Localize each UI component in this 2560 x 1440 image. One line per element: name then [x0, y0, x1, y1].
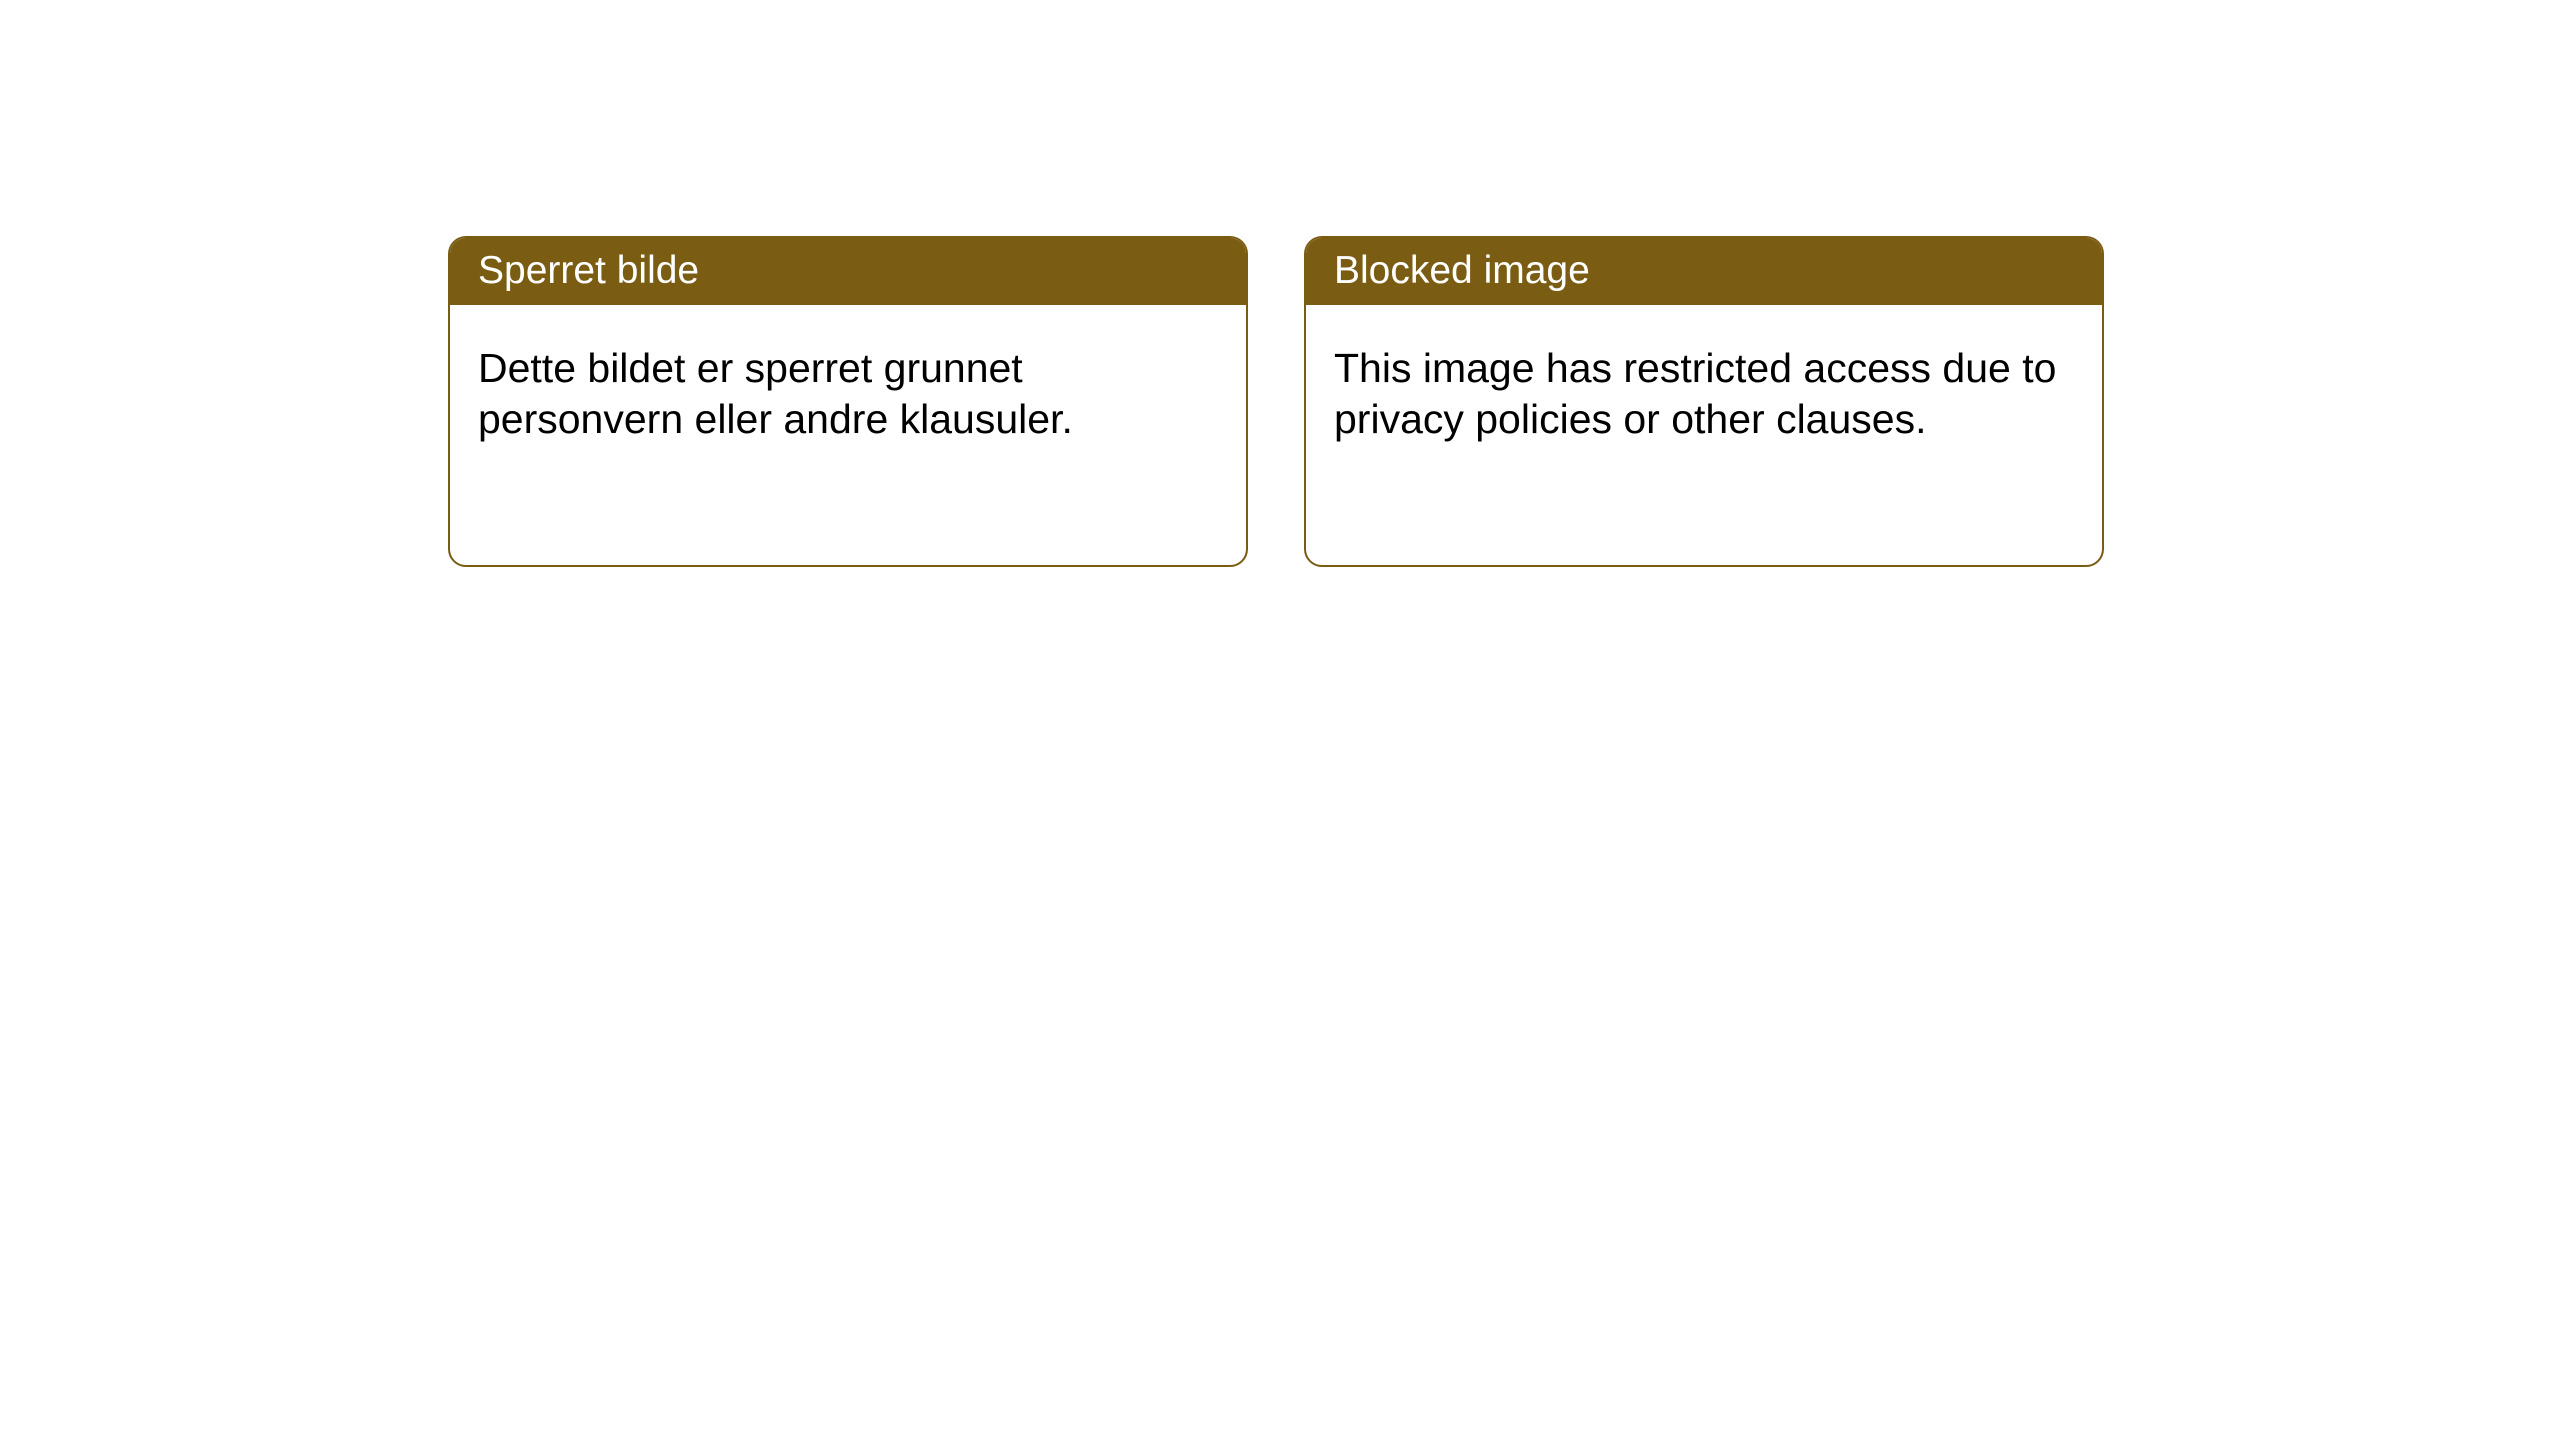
- message-card-container: Sperret bilde Dette bildet er sperret gr…: [448, 236, 2104, 567]
- card-body: This image has restricted access due to …: [1306, 305, 2102, 474]
- card-body-text: Dette bildet er sperret grunnet personve…: [478, 345, 1073, 442]
- card-body: Dette bildet er sperret grunnet personve…: [450, 305, 1246, 474]
- message-card-english: Blocked image This image has restricted …: [1304, 236, 2104, 567]
- card-header: Sperret bilde: [450, 238, 1246, 305]
- card-title: Sperret bilde: [478, 249, 699, 292]
- message-card-norwegian: Sperret bilde Dette bildet er sperret gr…: [448, 236, 1248, 567]
- card-header: Blocked image: [1306, 238, 2102, 305]
- card-body-text: This image has restricted access due to …: [1334, 345, 2056, 442]
- card-title: Blocked image: [1334, 249, 1590, 292]
